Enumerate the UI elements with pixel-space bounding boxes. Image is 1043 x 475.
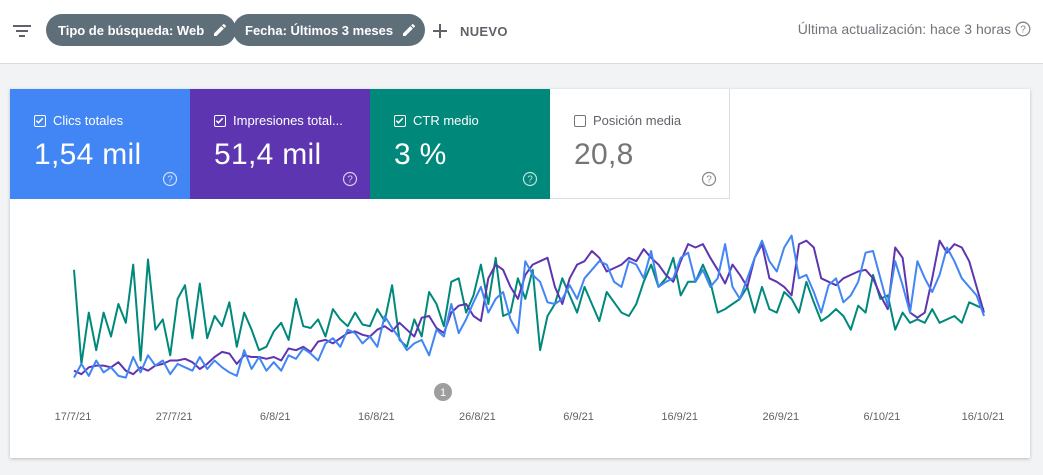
new-filter-button[interactable]: NUEVO xyxy=(430,16,508,46)
series-line-2 xyxy=(73,234,985,379)
x-tick-label: 6/10/21 xyxy=(864,411,901,423)
x-tick-label: 27/7/21 xyxy=(156,411,193,423)
x-tick-label: 26/8/21 xyxy=(459,411,496,423)
series-line-0 xyxy=(73,256,985,365)
metric-label: Posición media xyxy=(593,113,682,128)
plus-icon xyxy=(433,24,447,38)
svg-text:?: ? xyxy=(527,175,533,186)
chip-label: Tipo de búsqueda: Web xyxy=(58,22,205,38)
help-icon[interactable]: ? xyxy=(522,171,538,187)
svg-text:?: ? xyxy=(347,175,353,186)
x-tick-label: 6/8/21 xyxy=(260,411,291,423)
help-icon[interactable]: ? xyxy=(701,171,717,187)
performance-card: Clics totales 1,54 mil ? Impresiones tot… xyxy=(10,89,1030,458)
metric-label: Clics totales xyxy=(53,113,124,128)
help-icon[interactable]: ? xyxy=(162,171,178,187)
last-update-status: Última actualización: hace 3 horas ? xyxy=(798,21,1031,37)
filter-list-icon[interactable] xyxy=(8,17,36,45)
search-type-filter-chip[interactable]: Tipo de búsqueda: Web xyxy=(46,14,237,46)
metric-value: 51,4 mil xyxy=(214,138,322,171)
metric-value: 20,8 xyxy=(574,138,634,171)
annotation-marker[interactable]: 1 xyxy=(434,383,452,401)
metric-average-ctr[interactable]: CTR medio 3 % ? xyxy=(370,89,550,199)
pencil-icon xyxy=(403,23,416,36)
chip-label: Fecha: Últimos 3 meses xyxy=(245,22,394,38)
x-tick-label: 16/9/21 xyxy=(661,411,698,423)
svg-text:?: ? xyxy=(167,175,173,186)
date-filter-chip[interactable]: Fecha: Últimos 3 meses xyxy=(233,14,426,46)
checkbox-checked-icon[interactable] xyxy=(394,114,406,127)
checkbox-checked-icon[interactable] xyxy=(214,114,226,127)
performance-chart: 1 17/7/21 27/7/21 6/8/21 16/8/21 26/8/21 6/9/2… xyxy=(55,234,1005,423)
pencil-icon xyxy=(214,23,227,36)
help-icon[interactable]: ? xyxy=(342,171,358,187)
metric-label: CTR medio xyxy=(413,113,479,128)
metric-total-clicks[interactable]: Clics totales 1,54 mil ? xyxy=(10,89,190,199)
x-tick-label: 26/9/21 xyxy=(762,411,799,423)
metric-total-impressions[interactable]: Impresiones total... 51,4 mil ? xyxy=(190,89,370,199)
top-toolbar: Tipo de búsqueda: Web Fecha: Últimos 3 m… xyxy=(0,0,1043,64)
annotation-label: 1 xyxy=(440,387,446,399)
metric-label: Impresiones total... xyxy=(233,113,343,128)
metric-value: 3 % xyxy=(394,138,447,171)
svg-text:?: ? xyxy=(1020,25,1026,36)
checkbox-unchecked-icon[interactable] xyxy=(574,114,586,127)
metric-value: 1,54 mil xyxy=(34,138,142,171)
series-line-1 xyxy=(73,239,985,376)
x-tick-label: 17/7/21 xyxy=(55,411,92,423)
last-update-text: Última actualización: hace 3 horas xyxy=(797,21,1011,37)
checkbox-checked-icon[interactable] xyxy=(34,114,46,127)
new-button-label: NUEVO xyxy=(460,23,508,39)
svg-text:?: ? xyxy=(706,175,712,186)
x-tick-label: 6/9/21 xyxy=(563,411,594,423)
help-icon[interactable]: ? xyxy=(1015,21,1031,37)
metric-average-position[interactable]: Posición media 20,8 ? xyxy=(550,89,730,199)
x-tick-label: 16/8/21 xyxy=(358,411,395,423)
x-tick-label: 16/10/21 xyxy=(962,411,1005,423)
